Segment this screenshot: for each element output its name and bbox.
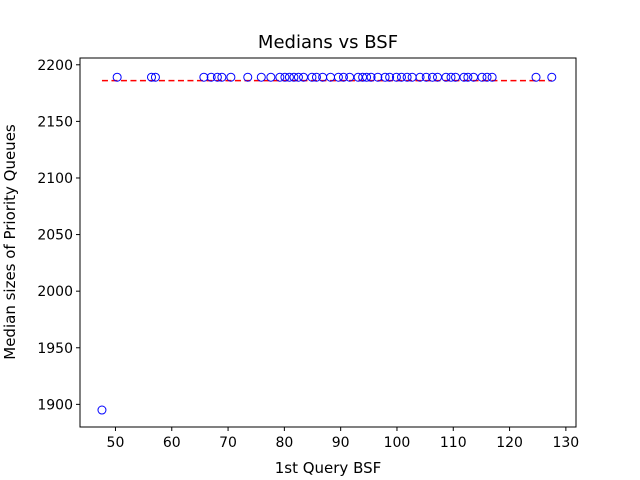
y-tick-label: 2100	[37, 171, 73, 187]
data-point	[459, 72, 469, 82]
data-point	[112, 72, 122, 82]
data-point	[402, 72, 412, 82]
data-point	[531, 72, 541, 82]
y-tick-label: 1950	[37, 341, 73, 357]
chart-title: Medians vs BSF	[258, 32, 398, 53]
data-point	[212, 72, 222, 82]
data-point	[415, 72, 425, 82]
data-point	[97, 405, 107, 415]
y-tick-label: 2200	[37, 58, 73, 74]
x-tick-label: 130	[552, 435, 579, 451]
data-point	[206, 72, 216, 82]
data-point	[487, 72, 497, 82]
data-point	[446, 72, 456, 82]
x-tick-label: 60	[163, 435, 181, 451]
data-point	[396, 72, 406, 82]
data-point	[391, 72, 401, 82]
data-point	[284, 72, 294, 82]
x-tick-label: 90	[332, 435, 350, 451]
x-tick-label: 70	[219, 435, 237, 451]
data-point	[362, 72, 372, 82]
y-axis: 1900 1950 2000 2050 2100 2150 2200	[37, 58, 80, 413]
data-point	[275, 72, 285, 82]
data-point	[150, 72, 160, 82]
data-point	[547, 72, 557, 82]
y-tick-label: 2000	[37, 284, 73, 300]
data-point	[226, 72, 236, 82]
data-point	[147, 72, 157, 82]
data-point	[333, 72, 343, 82]
y-tick-label: 1900	[37, 397, 73, 413]
data-point	[385, 72, 395, 82]
data-point	[293, 72, 303, 82]
data-point	[441, 72, 451, 82]
y-tick-label: 2150	[37, 114, 73, 130]
x-tick-label: 100	[384, 435, 411, 451]
data-point	[266, 72, 276, 82]
x-axis: 50 60 70 80 90 100 110 120 130	[107, 427, 579, 451]
data-point	[217, 72, 227, 82]
data-point	[427, 72, 437, 82]
x-tick-label: 110	[440, 435, 467, 451]
plot-frame	[79, 57, 577, 428]
data-point	[338, 72, 348, 82]
data-point	[199, 72, 209, 82]
data-point	[421, 72, 431, 82]
x-tick-label: 120	[496, 435, 523, 451]
data-point	[280, 72, 290, 82]
data-point	[256, 72, 266, 82]
data-point	[380, 72, 390, 82]
data-point	[243, 72, 253, 82]
data-point	[366, 72, 376, 82]
y-axis-label: Median sizes of Priority Queues	[1, 124, 19, 360]
data-point	[482, 72, 492, 82]
data-point	[477, 72, 487, 82]
data-point	[307, 72, 317, 82]
data-point	[289, 72, 299, 82]
data-point	[407, 72, 417, 82]
x-axis-label: 1st Query BSF	[275, 459, 382, 477]
x-tick-label: 80	[275, 435, 293, 451]
scatter-points	[97, 72, 557, 415]
y-tick-label: 2050	[37, 228, 73, 244]
x-tick-label: 50	[107, 435, 125, 451]
data-point	[311, 72, 321, 82]
data-point	[353, 72, 363, 82]
data-point	[463, 72, 473, 82]
data-point	[373, 72, 383, 82]
